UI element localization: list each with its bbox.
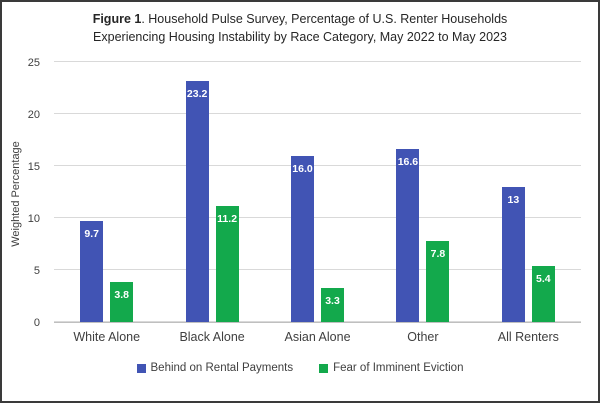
y-tick-label-15: 15 <box>27 161 40 173</box>
y-tick-label-20: 20 <box>27 109 40 121</box>
bar-fear-of-imminent-eviction: 3.3 <box>321 287 345 322</box>
bar-value-label: 5.4 <box>536 272 551 285</box>
bar-group-other: 16.6 7.8 <box>370 62 475 322</box>
legend-swatch-icon <box>136 363 146 373</box>
chart-title-line1-rest: . Household Pulse Survey, Percentage of … <box>141 12 508 26</box>
bar-fear-of-imminent-eviction: 7.8 <box>426 240 450 322</box>
legend: Behind on Rental Payments Fear of Imminen… <box>2 362 598 374</box>
y-tick-label-5: 5 <box>33 265 40 277</box>
bar-value-label: 23.2 <box>186 87 208 100</box>
chart-title-prefix: Figure 1 <box>92 12 142 26</box>
gridline-20 <box>54 113 581 114</box>
plot-area: 9.7 3.8 23.2 11.2 16.0 3.3 16.6 7.8 13 5.4 <box>54 61 581 323</box>
bar-group-asian-alone: 16.0 3.3 <box>265 62 370 322</box>
x-axis-label-other: Other <box>407 330 439 344</box>
bar-value-label: 13 <box>507 193 520 206</box>
chart-title-line1: Figure 1. Household Pulse Survey, Percen… <box>2 10 598 28</box>
bar-groups: 9.7 3.8 23.2 11.2 16.0 3.3 16.6 7.8 13 5.4 <box>54 62 581 322</box>
bar-behind-on-rental-payments: 16.6 <box>396 149 420 322</box>
y-tick-label-25: 25 <box>27 57 40 69</box>
bar-value-label: 3.3 <box>325 294 340 307</box>
bar-group-black-alone: 23.2 11.2 <box>159 62 264 322</box>
bar-group-white-alone: 9.7 3.8 <box>54 62 159 322</box>
bar-behind-on-rental-payments: 23.2 <box>185 80 209 322</box>
bar-value-label: 11.2 <box>217 212 238 225</box>
y-tick-label-0: 0 <box>33 317 40 329</box>
x-axis-labels: White Alone Black Alone Asian Alone Other Al… <box>54 330 581 344</box>
bar-fear-of-imminent-eviction: 3.8 <box>110 282 134 322</box>
bar-fear-of-imminent-eviction: 11.2 <box>215 205 239 322</box>
bar-value-label: 7.8 <box>430 247 446 260</box>
bar-behind-on-rental-payments: 16.0 <box>291 155 315 322</box>
gridline-0 <box>54 321 581 322</box>
bar-fear-of-imminent-eviction: 5.4 <box>531 265 555 322</box>
x-axis-label-black-alone: Black Alone <box>179 330 245 344</box>
legend-item-behind-on-rental-payments: Behind on Rental Payments <box>136 362 294 374</box>
bar-behind-on-rental-payments: 13 <box>501 186 525 322</box>
gridline-10 <box>54 217 581 218</box>
legend-swatch-icon <box>319 363 329 373</box>
legend-item-fear-of-imminent-eviction: Fear of Imminent Eviction <box>319 362 463 374</box>
gridline-25 <box>54 61 581 62</box>
legend-label: Fear of Imminent Eviction <box>333 362 464 374</box>
x-axis-label-asian-alone: Asian Alone <box>284 330 351 344</box>
y-tick-label-10: 10 <box>27 213 40 225</box>
chart-title-line2: Experiencing Housing Instability by Race… <box>93 30 507 44</box>
legend-label: Behind on Rental Payments <box>150 362 294 374</box>
chart-title: Figure 1. Household Pulse Survey, Percen… <box>2 10 598 46</box>
x-axis-label-all-renters: All Renters <box>497 330 559 344</box>
bar-behind-on-rental-payments: 9.7 <box>80 221 104 322</box>
bar-group-all-renters: 13 5.4 <box>476 62 581 322</box>
bar-value-label: 16.0 <box>292 162 313 175</box>
gridline-5 <box>54 269 581 270</box>
bar-value-label: 16.6 <box>397 156 419 169</box>
y-axis-ticks: 0 5 10 15 20 25 <box>2 57 46 329</box>
bar-value-label: 3.8 <box>114 289 129 302</box>
bar-value-label: 9.7 <box>84 228 99 241</box>
x-axis-label-white-alone: White Alone <box>73 330 141 344</box>
gridline-15 <box>54 165 581 166</box>
